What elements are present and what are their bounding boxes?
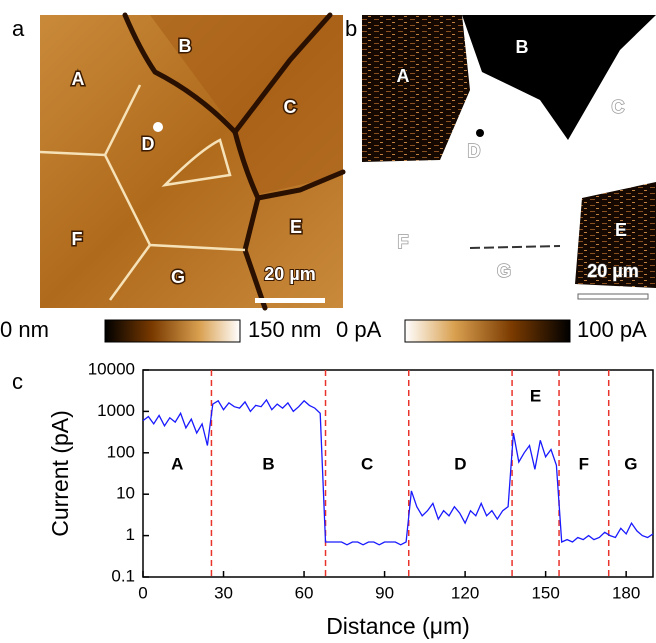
region-label: C: [361, 454, 373, 473]
x-tick-label: 150: [531, 583, 559, 602]
region-label: F: [579, 454, 589, 473]
region-label: G: [497, 261, 511, 281]
y-tick-label: 10000: [88, 359, 135, 378]
region-label: C: [612, 97, 625, 117]
panel-label: a: [12, 16, 25, 41]
x-tick-label: 30: [214, 583, 233, 602]
x-tick-label: 0: [138, 583, 147, 602]
colorbar: [104, 319, 241, 343]
scale-bar: [255, 298, 325, 303]
x-tick-label: 60: [295, 583, 314, 602]
colorbar: [404, 319, 571, 343]
current-map: [362, 15, 656, 304]
colorbar-min-label: 0 pA: [336, 317, 382, 342]
panel-label: c: [12, 369, 23, 394]
region-label: E: [290, 217, 302, 237]
panel-label: b: [345, 16, 357, 41]
colorbar-max-label: 100 pA: [577, 317, 647, 342]
x-axis-title: Distance (μm): [326, 613, 470, 639]
y-tick-label: 1: [126, 525, 135, 544]
current-line: [142, 398, 654, 546]
afm-topography: [39, 12, 346, 311]
region-label: D: [142, 134, 155, 154]
region-label: A: [72, 69, 85, 89]
region-label: D: [468, 141, 481, 161]
colorbar-min-label: 0 nm: [0, 317, 49, 342]
region-label: C: [284, 97, 297, 117]
scale-bar: [577, 293, 649, 300]
x-tick-label: 120: [451, 583, 479, 602]
scale-bar-label: 20 µm: [264, 264, 315, 284]
region-label: A: [397, 66, 410, 86]
region-label: D: [454, 454, 466, 473]
region-label: F: [398, 232, 409, 252]
region-label: B: [262, 454, 274, 473]
y-tick-label: 0.1: [111, 566, 135, 585]
region-label: B: [516, 37, 529, 57]
region-label: G: [171, 267, 185, 287]
y-axis-title: Current (pA): [47, 410, 73, 537]
y-tick-label: 100: [107, 442, 135, 461]
region-label: F: [72, 229, 83, 249]
region-label: B: [179, 36, 192, 56]
x-tick-label: 180: [612, 583, 640, 602]
y-tick-label: 1000: [97, 401, 135, 420]
scale-bar-label: 20 µm: [587, 261, 638, 281]
colorbar-max-label: 150 nm: [248, 317, 321, 342]
region-label: G: [624, 454, 637, 473]
region-label: E: [530, 386, 541, 405]
x-tick-label: 90: [375, 583, 394, 602]
plot-frame: [142, 369, 654, 578]
region-label: A: [171, 454, 183, 473]
region-label: E: [615, 220, 627, 240]
y-tick-label: 10: [116, 484, 135, 503]
